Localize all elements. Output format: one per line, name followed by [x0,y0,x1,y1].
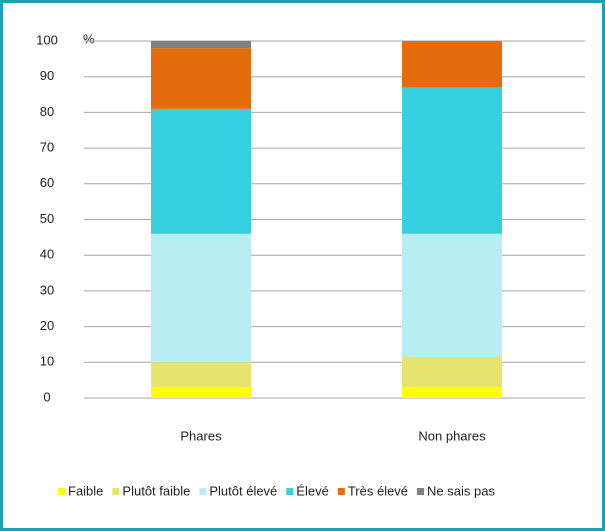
bar-segment [402,41,502,88]
bar-segment [402,87,502,234]
unit-label: % [83,31,95,46]
bar-segment [151,362,251,388]
y-tick-label: 70 [40,140,54,155]
y-tick-label: 0 [43,389,50,404]
y-tick-label: 100 [36,32,58,47]
legend-swatch [286,488,294,495]
y-tick-label: 10 [40,354,54,369]
legend-label: Élevé [296,483,329,498]
bar-segment [151,108,251,234]
legend-label: Très élevé [348,483,408,498]
bar-segment [151,48,251,109]
y-tick-label: 20 [40,318,54,333]
y-tick-label: 80 [40,104,54,119]
bar-segment [402,233,502,357]
legend-label: Plutôt élevé [209,483,277,498]
y-tick-label: 60 [40,175,54,190]
y-tick-label: 30 [40,282,54,297]
bar-segment [402,356,502,388]
legend-swatch [112,488,120,495]
bar-segment [151,41,251,49]
y-tick-label: 40 [40,247,54,262]
bar-segment [151,387,251,398]
bar-segment [151,233,251,363]
legend-label: Plutôt faible [122,483,190,498]
legend-swatch [58,488,65,495]
legend-swatch [199,488,207,495]
y-tick-label: 50 [40,211,54,226]
x-tick-label: Non phares [418,428,486,443]
bar-segment [402,387,502,398]
x-tick-label: Phares [180,428,222,443]
y-tick-label: 90 [40,68,54,83]
legend-swatch [417,488,425,495]
legend-label: Faible [68,483,103,498]
legend-swatch [337,488,345,495]
legend-label: Ne sais pas [427,483,495,498]
